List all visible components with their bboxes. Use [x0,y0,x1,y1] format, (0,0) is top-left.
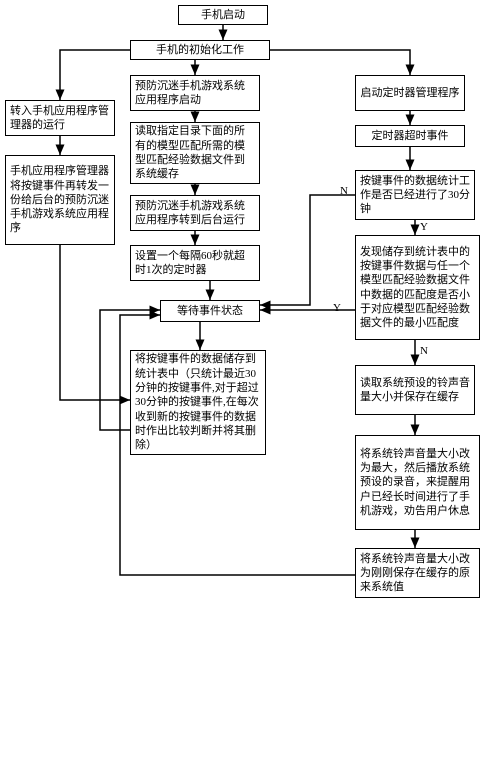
flowchart-node-n5: 读取指定目录下面的所有的模型匹配所需的模型匹配经验数据文件到系统缓存 [130,122,260,184]
node-text: 将按键事件的数据储存到统计表中（只统计最近30分钟的按键事件,对于超过30分钟的… [135,352,261,452]
node-text: 启动定时器管理程序 [361,86,460,100]
flowchart-node-n7: 设置一个每隔60秒就超时1次的定时器 [130,245,260,281]
flowchart-node-n15: 读取系统预设的铃声音量大小并保存在缓存 [355,365,475,415]
node-text: 手机启动 [201,8,245,22]
flowchart-node-n13: 按键事件的数据统计工作是否已经进行了30分钟 [355,170,475,220]
node-text: 设置一个每隔60秒就超时1次的定时器 [135,249,255,278]
flowchart-node-n17: 将系统铃声音量大小改为刚刚保存在缓存的原来系统值 [355,548,480,598]
node-text: 读取指定目录下面的所有的模型匹配所需的模型匹配经验数据文件到系统缓存 [135,124,255,181]
flowchart-node-n3: 转入手机应用程序管理器的运行 [5,100,115,136]
flowchart-node-n16: 将系统铃声音量大小改为最大，然后播放系统预设的录音，来提醒用户已经长时间进行了手… [355,435,480,530]
flowchart-node-n8: 等待事件状态 [160,300,260,322]
node-text: 转入手机应用程序管理器的运行 [10,104,110,133]
node-text: 定时器超时事件 [372,129,449,143]
node-text: 将系统铃声音量大小改为最大，然后播放系统预设的录音，来提醒用户已经长时间进行了手… [360,447,475,518]
node-text: 将系统铃声音量大小改为刚刚保存在缓存的原来系统值 [360,552,475,595]
flowchart-node-n2: 手机的初始化工作 [130,40,270,60]
flowchart-node-n1: 手机启动 [178,5,268,25]
node-text: 手机的初始化工作 [156,43,244,57]
flowchart-node-n4: 预防沉迷手机游戏系统应用程序启动 [130,75,260,111]
flowchart-node-n10: 将按键事件的数据储存到统计表中（只统计最近30分钟的按键事件,对于超过30分钟的… [130,350,266,455]
flowchart-node-n12: 定时器超时事件 [355,125,465,147]
edge-label-L2: Y [420,221,428,233]
node-text: 预防沉迷手机游戏系统应用程序启动 [135,79,255,108]
flowchart-node-n14: 发现储存到统计表中的按键事件数据与任一个模型匹配经验数据文件中数据的匹配度是否小… [355,235,480,340]
node-text: 等待事件状态 [177,304,243,318]
edge-n13-n8 [260,195,355,305]
node-text: 按键事件的数据统计工作是否已经进行了30分钟 [360,174,470,217]
node-text: 手机应用程序管理器将按键事件再转发一份给后台的预防沉迷手机游戏系统应用程序 [10,164,110,235]
edge-label-L3: Y [333,302,341,314]
edge-label-L4: N [420,345,428,357]
node-text: 预防沉迷手机游戏系统应用程序转到后台运行 [135,199,255,228]
edge-label-L1: N [340,185,348,197]
edge-n2-n3 [60,50,130,100]
edge-n2-n11 [270,50,410,75]
node-text: 读取系统预设的铃声音量大小并保存在缓存 [360,376,470,405]
flowchart-node-n11: 启动定时器管理程序 [355,75,465,111]
flowchart-node-n6: 预防沉迷手机游戏系统应用程序转到后台运行 [130,195,260,231]
flowchart-node-n9: 手机应用程序管理器将按键事件再转发一份给后台的预防沉迷手机游戏系统应用程序 [5,155,115,245]
node-text: 发现储存到统计表中的按键事件数据与任一个模型匹配经验数据文件中数据的匹配度是否小… [360,245,475,331]
